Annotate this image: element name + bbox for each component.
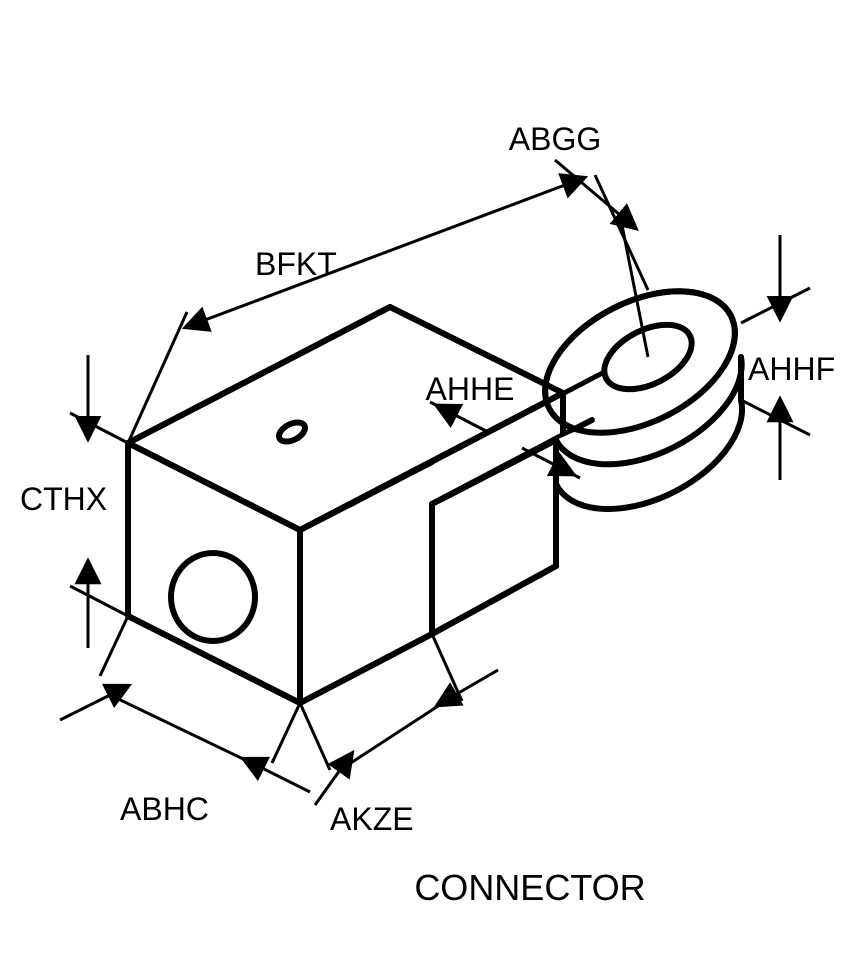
label-ahhf: AHHF: [748, 351, 835, 387]
label-cthx: CTHX: [20, 481, 107, 517]
label-akze: AKZE: [330, 801, 414, 837]
label-abhc: ABHC: [120, 791, 209, 827]
label-bfkt: BFKT: [255, 246, 337, 282]
diagram-title: CONNECTOR: [414, 867, 645, 908]
label-ahhe: AHHE: [426, 371, 515, 407]
connector-diagram: BFKT ABGG AHHE AHHF CTHX ABHC AKZE CONNE…: [0, 0, 851, 958]
label-abgg: ABGG: [509, 121, 601, 157]
